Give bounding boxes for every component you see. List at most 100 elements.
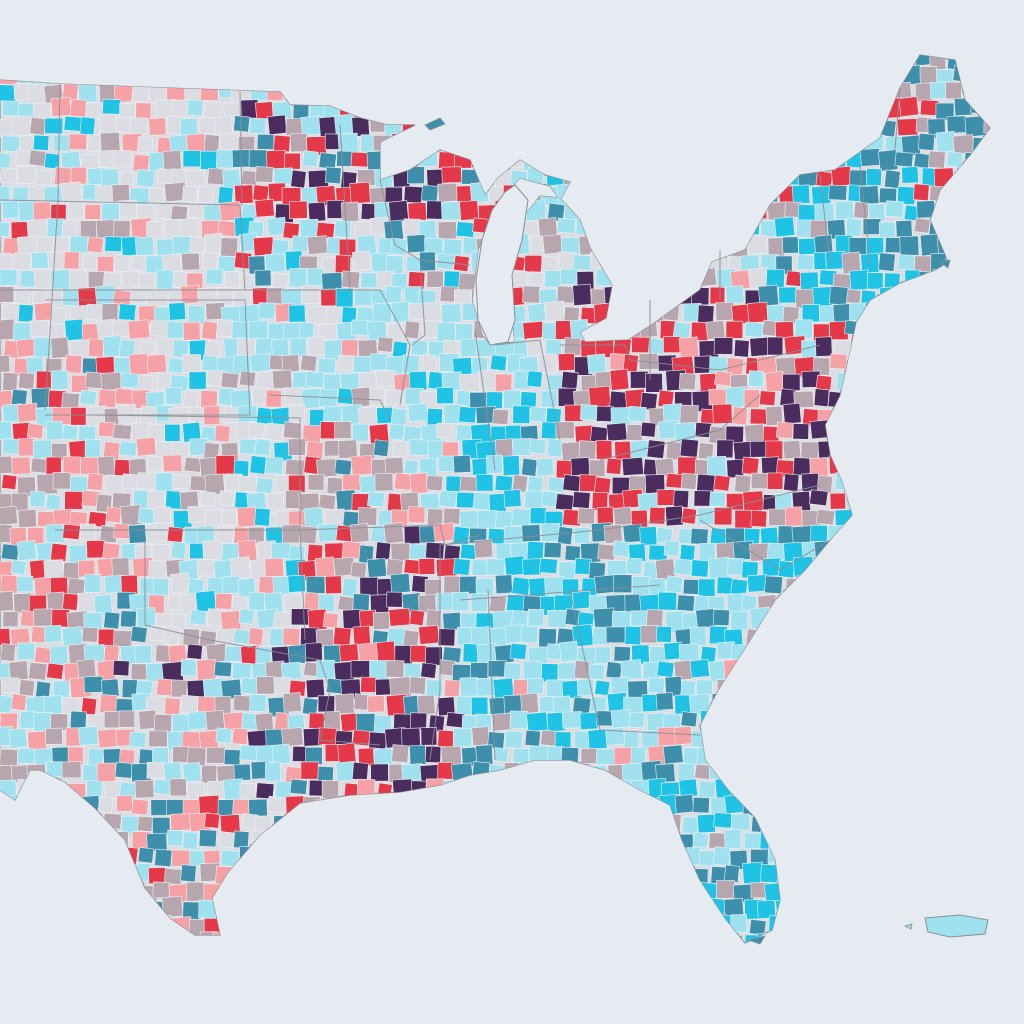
county-cell-red [453,255,470,272]
county-cell-pale-cyan [503,82,523,102]
county-cell-pale-cyan [79,389,98,406]
county-cell-steel-blue [792,625,810,646]
county-cell-cyan [492,677,515,699]
county-cell-pale-cyan [844,55,868,68]
county-cell-pale-cyan [9,932,28,943]
county-cell-pink [674,218,692,235]
county-cell-light-gray [903,575,921,594]
county-cell-pink [203,849,221,868]
county-cell-cyan [813,694,831,712]
county-cell-cyan [572,590,592,610]
county-cell-steel-blue [100,678,120,698]
county-cell-mauve-gray [742,185,765,206]
county-cell-pale-cyan [215,727,233,744]
county-cell-light-gray [97,55,118,70]
county-cell-pale-cyan [933,303,956,327]
county-cell-light-gray [564,136,582,154]
county-cell-pale-cyan [520,55,540,69]
county-cell-light-gray [884,438,908,462]
county-cell-pale-cyan [713,743,732,762]
county-cell-pale-cyan [767,608,784,625]
county-cell-pale-cyan [796,863,813,880]
county-cell-steel-blue [863,319,883,339]
county-cell-pale-cyan [849,608,868,626]
county-cell-light-gray [121,473,141,490]
county-cell-pale-cyan [237,405,258,423]
county-cell-steel-blue [580,542,602,563]
county-cell-steel-blue [711,693,729,712]
county-cell-pale-cyan [930,935,947,943]
county-cell-pale-cyan [13,322,33,342]
county-cell-light-gray [385,389,405,406]
county-cell-dark-purple [302,727,323,747]
county-cell-red [898,96,920,117]
county-cell-pink [1005,849,1024,868]
county-cell-red [410,644,428,663]
county-cell-pale-cyan [545,339,562,356]
county-cell-pale-cyan [164,55,183,66]
county-cell-pale-cyan [78,725,99,746]
county-cell-pale-cyan [717,136,734,156]
county-cell-pale-cyan [32,848,51,869]
county-cell-pink [326,850,344,870]
county-cell-pale-cyan [628,405,647,423]
county-cell-pale-cyan [264,865,285,885]
county-cell-pale-cyan [782,851,800,870]
county-cell-red [283,829,302,846]
county-cell-cyan [779,629,796,647]
county-cell-dark-purple [350,660,370,678]
county-cell-pale-cyan [436,253,456,271]
county-cell-red [332,626,352,647]
county-cell-light-gray [459,373,481,393]
county-cell-mauve-gray [81,626,99,643]
county-cell-pale-cyan [410,948,428,969]
county-cell-pale-cyan [271,743,291,765]
county-cell-steel-blue [877,149,899,172]
county-cell-pale-cyan [536,457,555,477]
county-cell-pale-cyan [338,844,358,867]
county-cell-pale-cyan [929,696,951,717]
county-cell-pale-cyan [424,67,446,87]
county-cell-pale-cyan [8,727,28,749]
county-cell-mauve-gray [980,729,990,748]
county-cell-cyan [200,150,219,170]
county-cell-dark-purple [370,763,389,782]
county-cell-cyan [408,370,428,391]
county-cell-pale-cyan [233,628,251,645]
county-cell-mauve-gray [437,221,457,240]
county-cell-pale-cyan [1001,97,1020,116]
county-cell-pink [475,918,495,936]
county-cell-pale-cyan [99,897,116,917]
county-cell-steel-blue [689,896,711,918]
county-cell-cyan [168,302,187,321]
county-cell-pink [137,951,152,969]
county-cell-pale-cyan [475,884,495,905]
county-cell-pale-cyan [690,934,713,943]
county-cell-light-gray [623,115,640,134]
county-cell-cyan [983,796,990,813]
county-cell-pale-cyan [375,99,392,117]
county-cell-pale-cyan [556,901,574,921]
county-cell-mauve-gray [902,505,922,526]
county-cell-pale-cyan [476,782,498,800]
county-cell-red [273,134,291,153]
county-cell-pale-cyan [255,477,274,495]
county-cell-mauve-gray [867,578,888,596]
county-cell-light-gray [916,710,940,731]
county-cell-mauve-gray [97,455,116,477]
county-cell-pink [846,354,863,372]
county-cell-red [595,440,613,460]
county-cell-mauve-gray [0,318,16,341]
county-cell-pale-cyan [187,305,206,325]
county-cell-pale-cyan [979,626,990,648]
county-cell-pale-cyan [794,319,813,339]
county-cell-pale-cyan [172,951,192,969]
county-cell-steel-blue [799,610,818,631]
county-cell-light-gray [504,798,523,818]
county-cell-pale-cyan [540,523,561,542]
county-cell-pink [577,916,594,936]
county-cell-mauve-gray [951,845,974,866]
county-cell-pale-cyan [323,405,343,423]
county-cell-pink [435,898,458,919]
county-cell-pink [62,456,82,475]
